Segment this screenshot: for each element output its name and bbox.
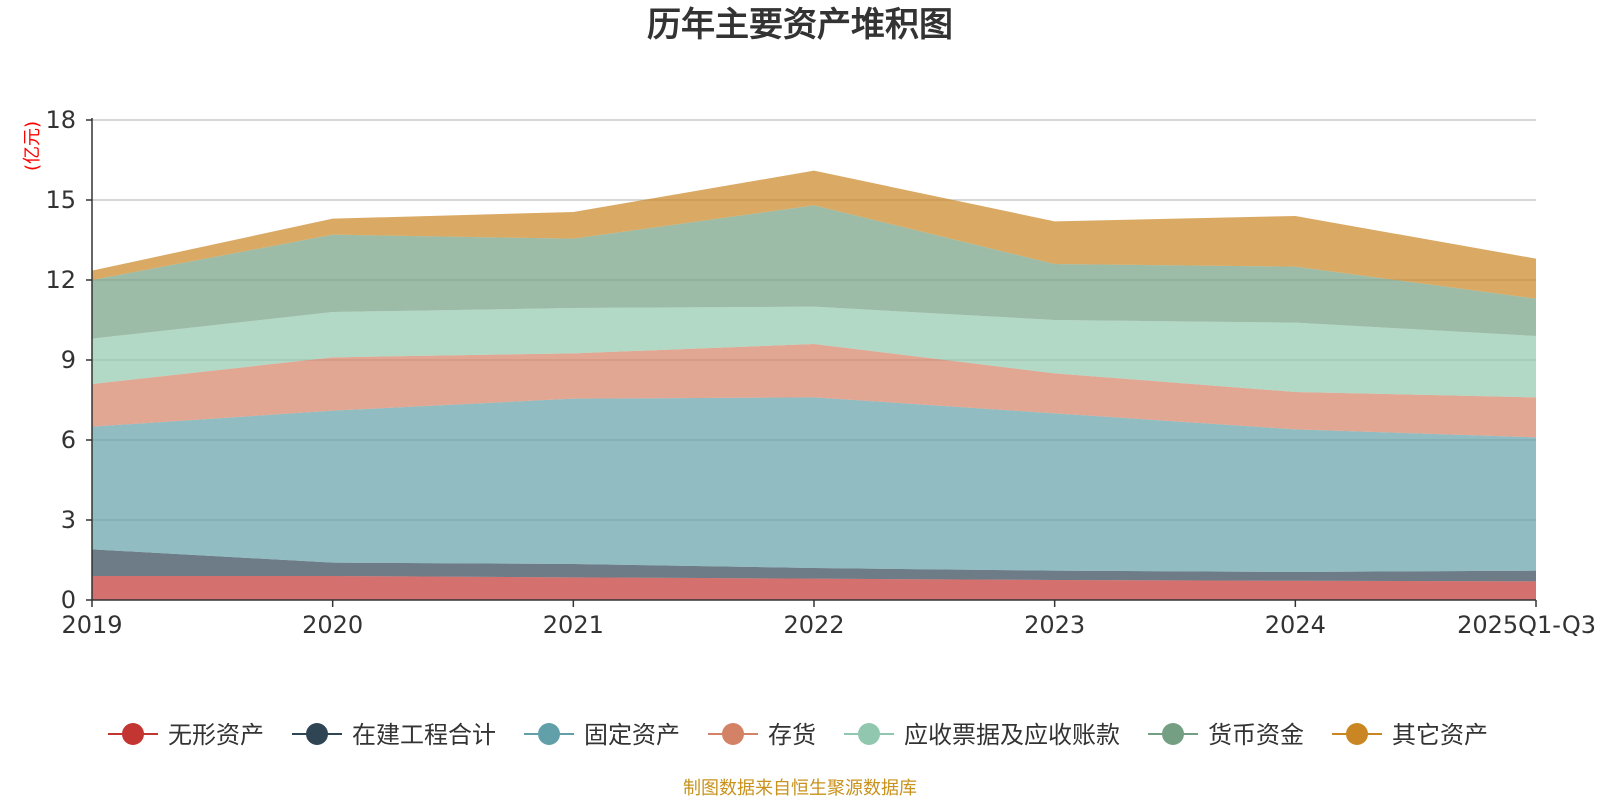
legend-marker-0 xyxy=(122,723,144,745)
y-tick-label-3: 3 xyxy=(61,506,76,534)
legend-label-2: 固定资产 xyxy=(584,721,680,749)
x-tick-label-1: 2020 xyxy=(302,611,363,639)
y-tick-label-0: 0 xyxy=(61,586,76,614)
legend-marker-1 xyxy=(306,723,328,745)
legend-item-4: 应收票据及应收账款 xyxy=(844,721,1120,749)
area-3 xyxy=(92,344,1536,438)
x-tick-label-0: 2019 xyxy=(61,611,122,639)
x-tick-label-6: 2025Q1-Q3 xyxy=(1457,611,1596,639)
area-4 xyxy=(92,306,1536,398)
legend-marker-4 xyxy=(858,723,880,745)
legend-label-1: 在建工程合计 xyxy=(352,721,496,749)
series-areas xyxy=(92,170,1536,600)
legend-label-3: 存货 xyxy=(768,721,816,749)
area-1 xyxy=(92,549,1536,582)
legend-item-5: 货币资金 xyxy=(1148,721,1304,749)
legend-item-1: 在建工程合计 xyxy=(292,721,496,749)
x-tick-label-3: 2022 xyxy=(783,611,844,639)
legend-item-2: 固定资产 xyxy=(524,721,680,749)
y-tick-label-18: 18 xyxy=(45,106,76,134)
x-tick-label-2: 2021 xyxy=(543,611,604,639)
y-tick-label-12: 12 xyxy=(45,266,76,294)
x-tick-label-5: 2024 xyxy=(1265,611,1326,639)
legend-marker-6 xyxy=(1346,723,1368,745)
legend-label-6: 其它资产 xyxy=(1392,721,1488,749)
source-note: 制图数据来自恒生聚源数据库 xyxy=(683,778,917,799)
legend-item-0: 无形资产 xyxy=(108,721,264,749)
legend-item-6: 其它资产 xyxy=(1332,721,1488,749)
area-6 xyxy=(92,170,1536,299)
y-axis-unit-label: (亿元) xyxy=(22,121,43,171)
y-tick-label-9: 9 xyxy=(61,346,76,374)
axes: 0 3 6 9 12 15 18 2019 2020 2021 2022 2023 2024 2025Q1… xyxy=(45,106,1596,639)
area-2 xyxy=(92,397,1536,572)
legend-label-0: 无形资产 xyxy=(168,721,264,749)
legend-marker-5 xyxy=(1162,723,1184,745)
legend-item-3: 存货 xyxy=(708,721,816,749)
legend-label-5: 货币资金 xyxy=(1208,721,1304,749)
area-5 xyxy=(92,205,1536,339)
x-tick-label-4: 2023 xyxy=(1024,611,1085,639)
legend-marker-2 xyxy=(538,723,560,745)
chart-title: 历年主要资产堆积图 xyxy=(647,5,953,45)
legend-label-4: 应收票据及应收账款 xyxy=(904,721,1120,749)
y-tick-label-15: 15 xyxy=(45,186,76,214)
legend-marker-3 xyxy=(722,723,744,745)
area-0 xyxy=(92,576,1536,600)
y-tick-label-6: 6 xyxy=(61,426,76,454)
legend: 无形资产 在建工程合计 固定资产 存货 应收票据及应收账款 货币资金 其它资产 xyxy=(108,721,1488,749)
